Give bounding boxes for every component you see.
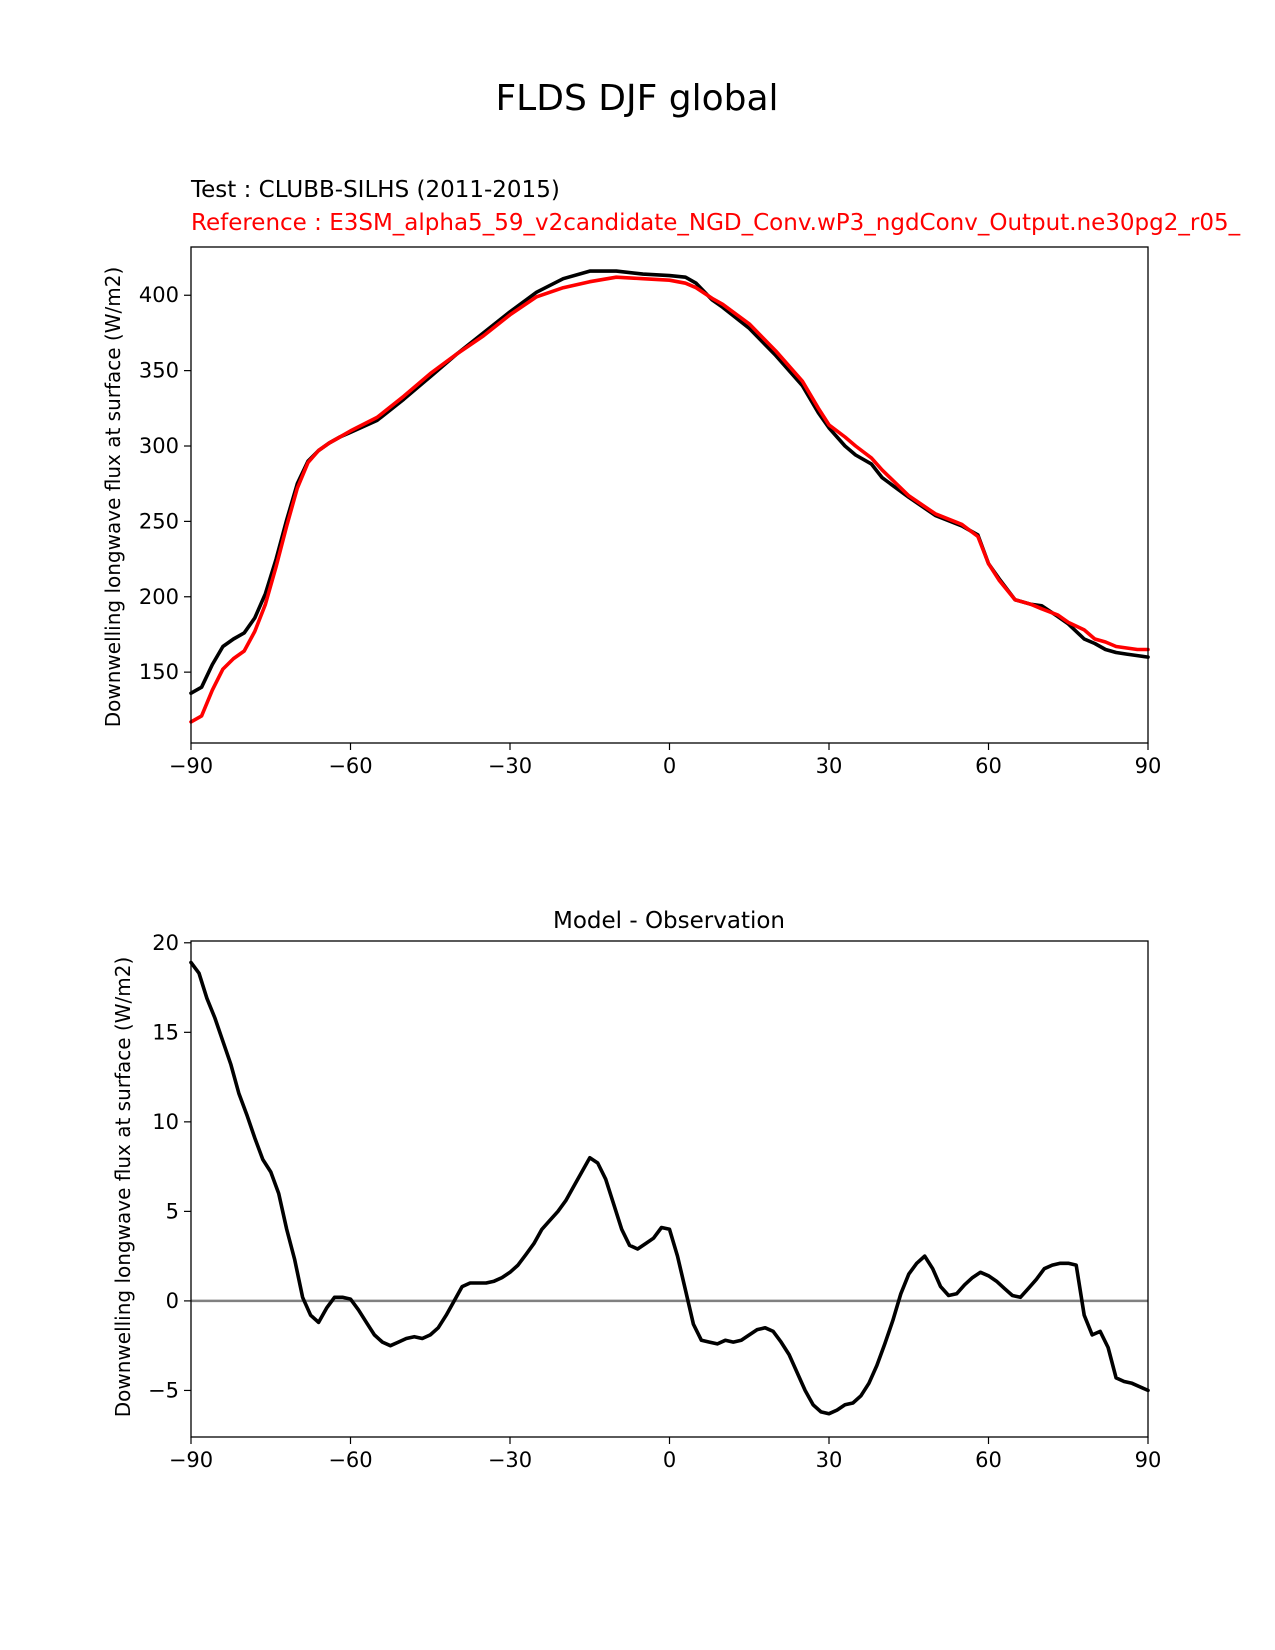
y-tick-label: 350 — [139, 359, 179, 383]
y-tick-label: 20 — [152, 931, 179, 955]
reference-label: Reference : E3SM_alpha5_59_v2candidate_N… — [191, 210, 1241, 236]
bottom-plot-area: −90 −60 −30 0 30 60 90 −5 0 5 10 15 20 — [148, 931, 1161, 1472]
top-panel: Test : CLUBB-SILHS (2011-2015) Reference… — [101, 177, 1241, 778]
top-axes-frame — [190, 246, 1149, 744]
bottom-y-axis-label: Downwelling longwave flux at surface (W/… — [111, 957, 135, 1418]
y-tick-label: 0 — [166, 1289, 179, 1313]
bottom-panel: Model - Observation Downwelling longwave… — [111, 908, 1161, 1472]
x-tick-label: −30 — [488, 1448, 532, 1472]
y-tick-label: 200 — [139, 585, 179, 609]
y-tick-label: 15 — [152, 1020, 179, 1044]
top-plot-area: −90 −60 −30 0 30 60 90 150 200 250 300 350 400 — [139, 269, 1162, 778]
y-tick-label: 150 — [139, 660, 179, 684]
x-tick-label: 90 — [1135, 1448, 1162, 1472]
series-line-difference — [189, 960, 1150, 1416]
figure-suptitle: FLDS DJF global — [495, 78, 778, 119]
test-label: Test : CLUBB-SILHS (2011-2015) — [190, 177, 560, 203]
x-tick-label: 0 — [663, 754, 676, 778]
x-tick-label: 0 — [663, 1448, 676, 1472]
y-tick-label: 250 — [139, 509, 179, 533]
x-tick-label: −90 — [169, 1448, 213, 1472]
y-tick-label: −5 — [148, 1378, 179, 1402]
y-tick-label: 400 — [139, 283, 179, 307]
y-tick-label: 10 — [152, 1110, 179, 1134]
x-tick-label: −60 — [328, 754, 372, 778]
bottom-title: Model - Observation — [553, 908, 785, 934]
top-y-axis-label: Downwelling longwave flux at surface (W/… — [101, 267, 125, 728]
x-tick-label: −30 — [488, 754, 532, 778]
x-tick-label: 60 — [975, 1448, 1002, 1472]
y-tick-label: 5 — [166, 1199, 179, 1223]
x-tick-label: 30 — [816, 1448, 843, 1472]
series-line-reference — [189, 275, 1150, 724]
bottom-axes-frame — [190, 940, 1149, 1438]
x-tick-label: 90 — [1135, 754, 1162, 778]
x-tick-label: −90 — [169, 754, 213, 778]
x-tick-label: −60 — [328, 1448, 372, 1472]
x-tick-label: 30 — [816, 754, 843, 778]
y-tick-label: 300 — [139, 434, 179, 458]
x-tick-label: 60 — [975, 754, 1002, 778]
